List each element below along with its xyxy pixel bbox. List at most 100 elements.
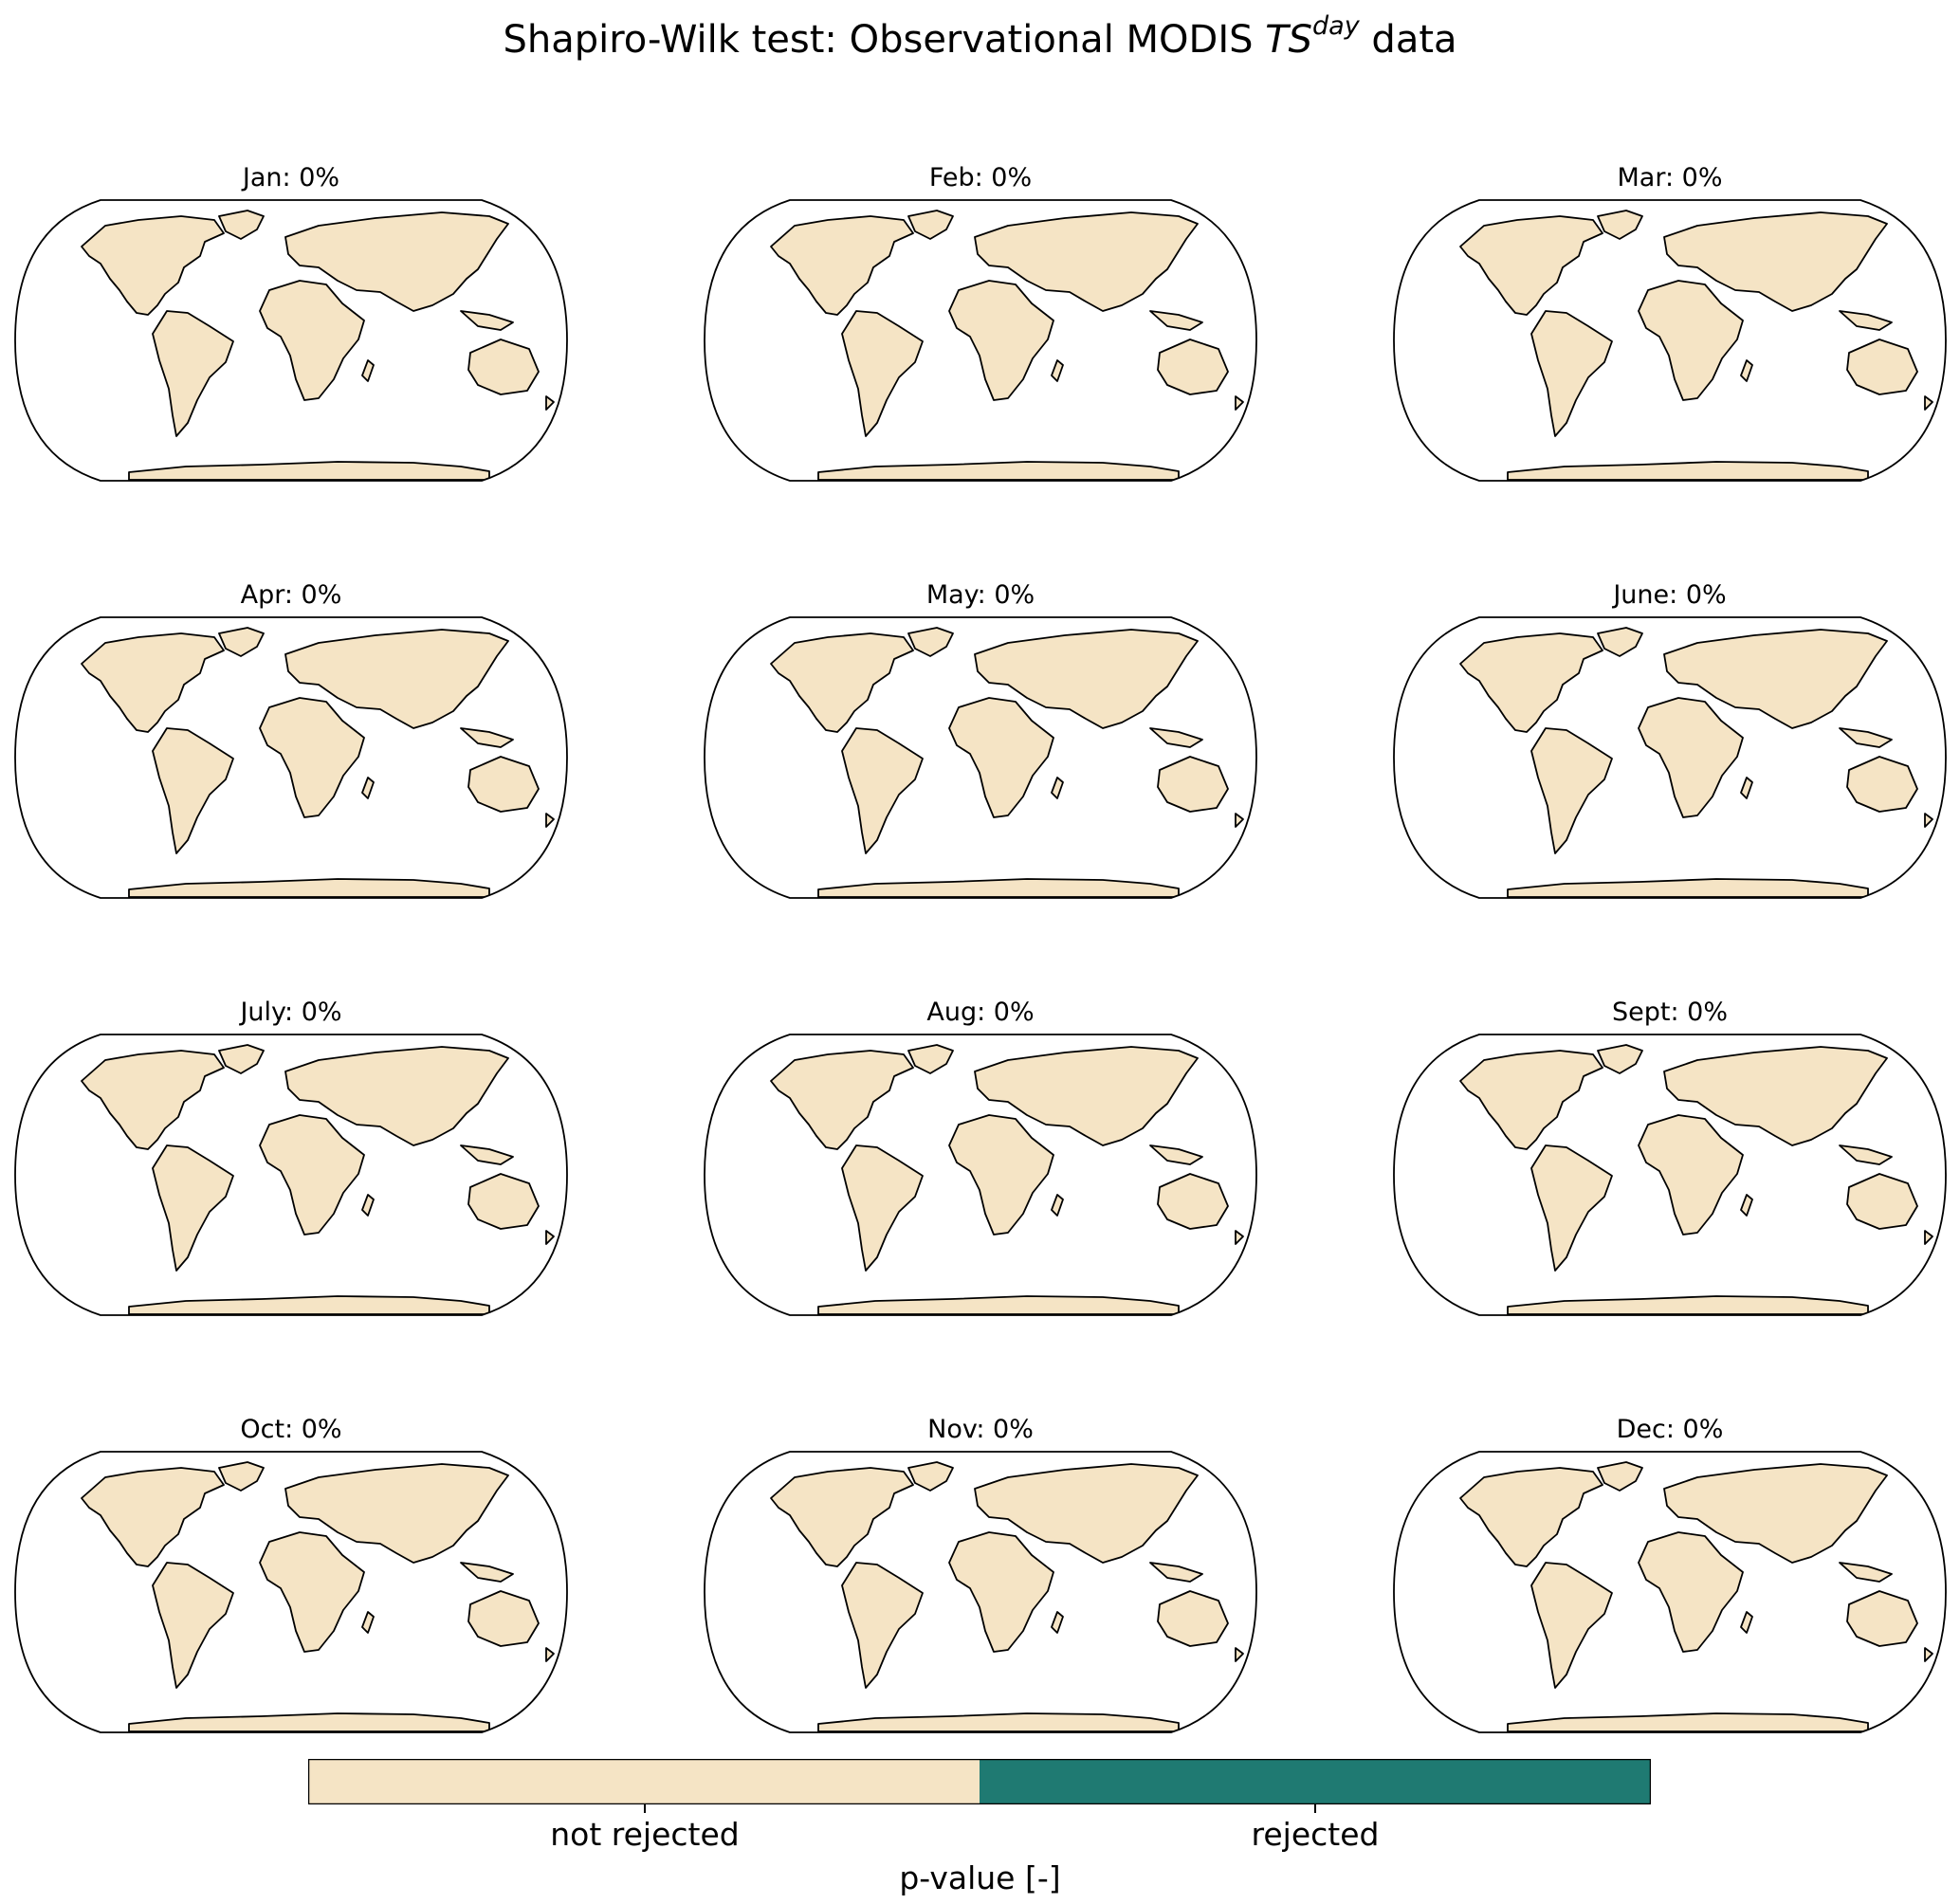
land-south-america [841, 1562, 924, 1689]
colorbar-not-rejected [308, 1759, 980, 1804]
land-antarctica [817, 461, 1180, 481]
colorbar-axis-label: p-value [-] [899, 1859, 1061, 1896]
land-antarctica [128, 461, 490, 481]
land-south-america [1530, 1562, 1613, 1689]
land-australia [467, 1590, 540, 1647]
land-south-america [1530, 1144, 1613, 1272]
land-indonesia [460, 1562, 514, 1583]
land-indonesia [1149, 727, 1203, 748]
land-africa [948, 1114, 1054, 1236]
land-madagascar [1051, 359, 1064, 382]
land-south-america [152, 1144, 234, 1272]
map-boundary [704, 1451, 1257, 1733]
land-australia [1846, 1590, 1918, 1647]
land-south-america [1530, 727, 1613, 854]
land-australia [1157, 1173, 1229, 1230]
map-panel: Jan: 0% [14, 159, 568, 484]
land-africa [1638, 697, 1744, 818]
map-panel: Feb: 0% [704, 159, 1257, 484]
land-antarctica [1507, 878, 1869, 898]
panel-title: June: 0% [1613, 580, 1727, 610]
world-map [14, 199, 568, 482]
land-south-america [152, 727, 234, 854]
map-boundary [1393, 199, 1947, 482]
land-antarctica [817, 1295, 1180, 1315]
land-greenland [907, 1044, 954, 1074]
world-map [14, 1034, 568, 1316]
land-eurasia [974, 1463, 1199, 1564]
land-eurasia [1663, 1463, 1888, 1564]
land-australia [1157, 339, 1229, 395]
world-map [704, 199, 1257, 482]
land-eurasia [284, 629, 509, 729]
land-north-america [1459, 215, 1603, 316]
land-south-america [841, 310, 924, 437]
land-indonesia [460, 1144, 514, 1165]
world-map [1393, 616, 1947, 899]
land-australia [1846, 1173, 1918, 1230]
land-antarctica [817, 1712, 1180, 1732]
land-antarctica [128, 1295, 490, 1315]
land-africa [1638, 1531, 1744, 1653]
panel-title: Aug: 0% [926, 998, 1035, 1027]
land-south-america [841, 1144, 924, 1272]
land-new-zealand [545, 1647, 555, 1662]
land-new-zealand [1924, 1230, 1933, 1245]
colorbar-label-rejected: rejected [1251, 1816, 1380, 1853]
land-africa [259, 1531, 365, 1653]
land-north-america [1459, 1050, 1603, 1150]
panel-title: Dec: 0% [1616, 1415, 1724, 1444]
land-greenland [218, 1461, 265, 1492]
land-north-america [81, 632, 225, 733]
land-north-america [81, 1467, 225, 1567]
land-africa [948, 697, 1054, 818]
land-africa [1638, 1114, 1744, 1236]
land-madagascar [1740, 359, 1753, 382]
map-panel: July: 0% [14, 994, 568, 1318]
land-north-america [1459, 1467, 1603, 1567]
map-panel: Apr: 0% [14, 577, 568, 901]
map-boundary [704, 616, 1257, 899]
map-boundary [704, 1034, 1257, 1316]
land-greenland [1597, 627, 1643, 657]
land-south-america [841, 727, 924, 854]
land-north-america [81, 1050, 225, 1150]
panel-title: May: 0% [925, 580, 1035, 610]
land-antarctica [1507, 461, 1869, 481]
map-panel: June: 0% [1393, 577, 1947, 901]
colorbar-label-not-rejected: not rejected [550, 1816, 740, 1853]
land-australia [467, 1173, 540, 1230]
land-south-america [152, 310, 234, 437]
map-panel: Sept: 0% [1393, 994, 1947, 1318]
land-madagascar [361, 1611, 375, 1634]
title-suffix: data [1359, 18, 1457, 62]
map-panel: May: 0% [704, 577, 1257, 901]
land-africa [1638, 280, 1744, 401]
world-map [704, 1451, 1257, 1733]
world-map [14, 1451, 568, 1733]
panel-title: Feb: 0% [928, 163, 1033, 192]
land-north-america [81, 215, 225, 316]
title-prefix: Shapiro-Wilk test: Observational MODIS [503, 18, 1266, 62]
land-new-zealand [545, 1230, 555, 1245]
map-panel: Aug: 0% [704, 994, 1257, 1318]
land-madagascar [361, 777, 375, 799]
land-antarctica [817, 878, 1180, 898]
land-madagascar [1740, 1611, 1753, 1634]
world-map [1393, 199, 1947, 482]
panel-title: Nov: 0% [927, 1415, 1034, 1444]
land-madagascar [361, 359, 375, 382]
map-boundary [14, 199, 568, 482]
land-australia [1846, 756, 1918, 813]
land-greenland [218, 210, 265, 240]
map-boundary [14, 1034, 568, 1316]
colorbar-frame [308, 1759, 1651, 1804]
land-new-zealand [1235, 813, 1244, 828]
colorbar-tick-not-rejected [644, 1804, 646, 1813]
land-eurasia [974, 211, 1199, 312]
map-panel: Nov: 0% [704, 1411, 1257, 1735]
land-madagascar [1051, 777, 1064, 799]
land-australia [1157, 756, 1229, 813]
panel-title: Jan: 0% [242, 163, 340, 192]
map-panel: Mar: 0% [1393, 159, 1947, 484]
